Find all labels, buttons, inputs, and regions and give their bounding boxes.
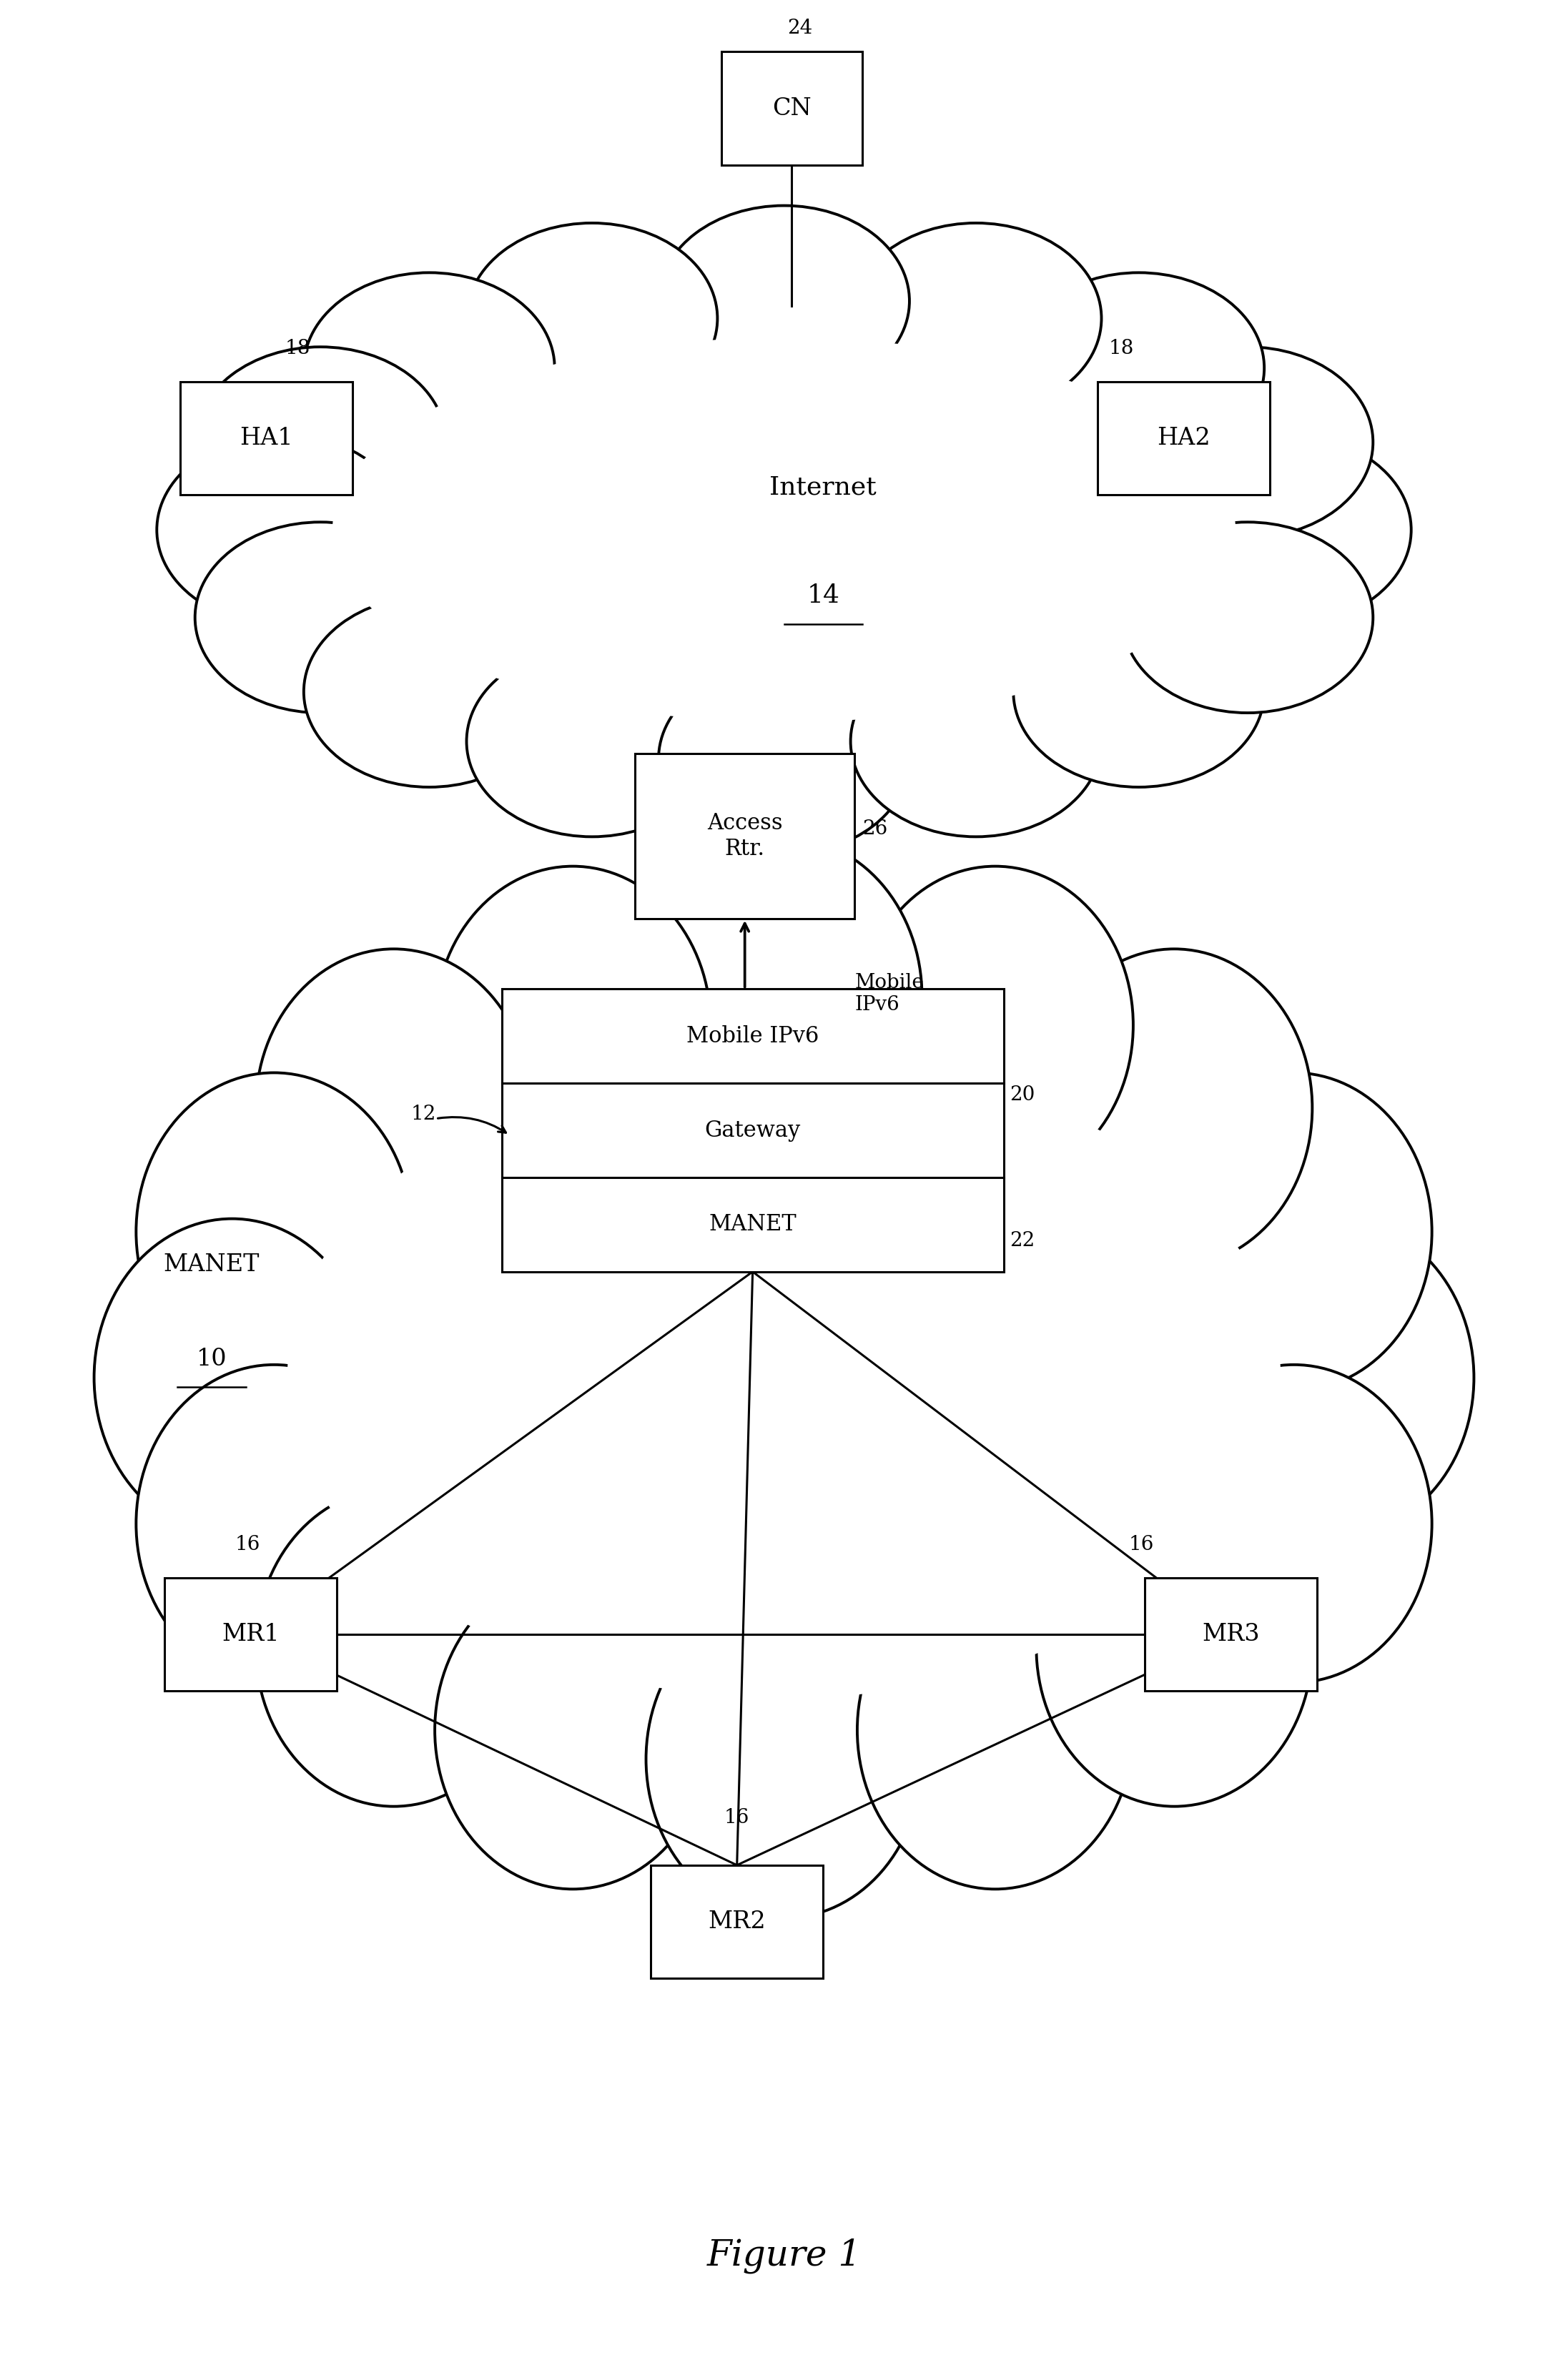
Text: Gateway: Gateway	[704, 1119, 801, 1142]
Ellipse shape	[136, 1074, 412, 1392]
Text: Mobile
IPv6: Mobile IPv6	[855, 973, 924, 1015]
Ellipse shape	[94, 1220, 370, 1535]
Ellipse shape	[1036, 1488, 1312, 1806]
Text: 22: 22	[1010, 1232, 1035, 1251]
Text: 24: 24	[787, 19, 812, 38]
Ellipse shape	[256, 949, 532, 1267]
Ellipse shape	[659, 664, 909, 855]
FancyBboxPatch shape	[180, 382, 353, 495]
Ellipse shape	[1160, 433, 1411, 626]
Ellipse shape	[467, 224, 718, 414]
Text: 14: 14	[808, 584, 839, 608]
Ellipse shape	[646, 836, 922, 1156]
FancyBboxPatch shape	[721, 52, 862, 165]
Ellipse shape	[858, 867, 1134, 1185]
Ellipse shape	[332, 337, 1236, 723]
Ellipse shape	[282, 301, 1286, 758]
Ellipse shape	[1123, 346, 1374, 537]
Ellipse shape	[232, 996, 1336, 1759]
Ellipse shape	[304, 273, 555, 464]
Ellipse shape	[194, 523, 445, 714]
FancyBboxPatch shape	[651, 1865, 823, 1978]
Ellipse shape	[287, 1057, 1281, 1698]
Ellipse shape	[1156, 1364, 1432, 1681]
Ellipse shape	[194, 346, 445, 537]
Text: HA2: HA2	[1157, 426, 1210, 450]
Text: CN: CN	[773, 97, 811, 120]
Ellipse shape	[434, 867, 710, 1185]
Text: Mobile IPv6: Mobile IPv6	[687, 1024, 818, 1048]
Text: 18: 18	[285, 339, 310, 358]
Ellipse shape	[659, 205, 909, 396]
Text: Figure 1: Figure 1	[707, 2237, 861, 2275]
Ellipse shape	[157, 433, 408, 626]
Ellipse shape	[304, 596, 555, 787]
FancyBboxPatch shape	[165, 1578, 337, 1691]
Text: Internet: Internet	[770, 476, 877, 499]
FancyBboxPatch shape	[1098, 382, 1270, 495]
Text: HA1: HA1	[240, 426, 293, 450]
Text: 10: 10	[196, 1347, 227, 1371]
FancyBboxPatch shape	[502, 989, 1004, 1083]
Ellipse shape	[858, 1571, 1134, 1889]
Ellipse shape	[1123, 523, 1374, 714]
Text: MR3: MR3	[1203, 1623, 1259, 1646]
Ellipse shape	[467, 645, 718, 836]
FancyBboxPatch shape	[502, 1083, 1004, 1178]
Text: 16: 16	[1129, 1535, 1154, 1554]
Text: MANET: MANET	[709, 1213, 797, 1236]
Text: 18: 18	[1109, 339, 1134, 358]
FancyBboxPatch shape	[1145, 1578, 1317, 1691]
Ellipse shape	[136, 1364, 412, 1681]
Ellipse shape	[1198, 1220, 1474, 1535]
Ellipse shape	[850, 224, 1101, 414]
Text: 16: 16	[724, 1809, 750, 1827]
Text: Access
Rtr.: Access Rtr.	[707, 812, 782, 860]
Ellipse shape	[1013, 273, 1264, 464]
Ellipse shape	[1013, 596, 1264, 787]
Ellipse shape	[1156, 1074, 1432, 1392]
Text: MR2: MR2	[709, 1910, 765, 1933]
Text: MR1: MR1	[223, 1623, 279, 1646]
Ellipse shape	[434, 1571, 710, 1889]
FancyBboxPatch shape	[502, 1178, 1004, 1272]
Text: MANET: MANET	[163, 1253, 260, 1276]
Ellipse shape	[256, 1488, 532, 1806]
Text: 12: 12	[411, 1104, 436, 1123]
Ellipse shape	[1036, 949, 1312, 1267]
Ellipse shape	[850, 645, 1101, 836]
Text: 16: 16	[235, 1535, 260, 1554]
Ellipse shape	[646, 1601, 922, 1917]
FancyBboxPatch shape	[635, 754, 855, 918]
Text: 20: 20	[1010, 1086, 1035, 1104]
Text: 26: 26	[862, 820, 887, 838]
